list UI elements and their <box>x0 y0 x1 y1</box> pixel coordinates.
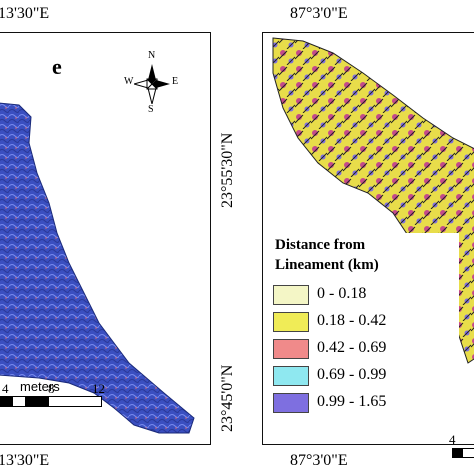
right-scale-tick-4: 4 <box>449 432 456 447</box>
legend-title-line-2: Lineament (km) <box>275 257 379 273</box>
legend-swatch <box>273 393 309 413</box>
scale-tick-4: 4 <box>2 381 9 396</box>
latitude-label-upper: 23°55'30"N <box>219 132 236 208</box>
right-scale-bar <box>452 448 474 458</box>
latitude-label-lower: 23°45'0"N <box>219 364 236 432</box>
left-map-image <box>0 102 195 434</box>
left-scale-bar <box>0 396 102 407</box>
legend-label: 0.18 - 0.42 <box>317 312 387 329</box>
scale-tick-12: 12 <box>92 381 105 396</box>
compass-north-label: N <box>148 50 156 61</box>
legend-swatch <box>273 366 309 386</box>
north-arrow-compass: N S W E <box>124 50 180 116</box>
legend-label: 0.69 - 0.99 <box>317 366 387 383</box>
panel-letter: e <box>52 54 62 79</box>
left-map-frame <box>0 32 211 445</box>
legend: Distance from Lineament (km) 0 - 0.18 0.… <box>269 233 459 417</box>
legend-swatch <box>273 312 309 332</box>
legend-label: 0.99 - 1.65 <box>317 393 387 410</box>
left-top-coordinate: 13'30"E <box>0 5 50 22</box>
right-top-coordinate: 87°3'0"E <box>290 5 348 22</box>
legend-label: 0.42 - 0.69 <box>317 339 387 356</box>
legend-title-line-1: Distance from <box>275 237 366 253</box>
scale-tick-8: 8 <box>48 381 55 396</box>
compass-south-label: S <box>148 104 154 115</box>
scale-unit-label: meters <box>20 379 60 394</box>
left-bottom-coordinate: 13'30"E <box>0 452 50 469</box>
compass-west-label: W <box>124 76 134 87</box>
legend-label: 0 - 0.18 <box>317 285 367 302</box>
right-bottom-coordinate: 87°3'0"E <box>290 452 348 469</box>
compass-east-label: E <box>172 76 179 87</box>
legend-swatch <box>273 339 309 359</box>
compass-rose-icon <box>134 64 170 104</box>
legend-swatch <box>273 285 309 305</box>
